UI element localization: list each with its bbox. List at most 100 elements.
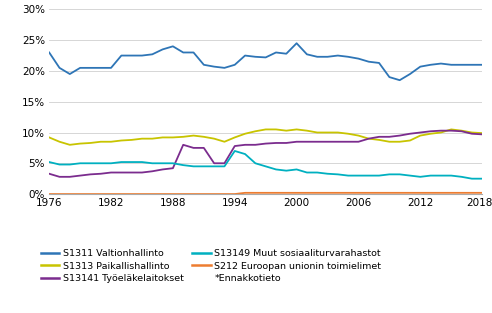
S13141 Työeläkelaitokset bbox=[479, 132, 485, 136]
S1311 Valtionhallinto bbox=[263, 55, 269, 59]
S13149 Muut sosiaaliturvarahastot bbox=[459, 175, 464, 179]
S13141 Työeläkelaitokset bbox=[201, 146, 207, 150]
S13149 Muut sosiaaliturvarahastot bbox=[77, 162, 83, 165]
S13149 Muut sosiaaliturvarahastot bbox=[345, 174, 351, 177]
S1313 Paikallishallinto bbox=[294, 128, 300, 131]
S13149 Muut sosiaaliturvarahastot bbox=[283, 169, 289, 172]
S13149 Muut sosiaaliturvarahastot bbox=[479, 177, 485, 181]
S212 Euroopan unionin toimielimet bbox=[428, 191, 433, 195]
Line: S1311 Valtionhallinto: S1311 Valtionhallinto bbox=[49, 43, 482, 80]
S212 Euroopan unionin toimielimet bbox=[98, 192, 104, 196]
S212 Euroopan unionin toimielimet bbox=[304, 191, 310, 195]
S1311 Valtionhallinto bbox=[119, 54, 124, 58]
S212 Euroopan unionin toimielimet bbox=[232, 192, 238, 196]
S1313 Paikallishallinto bbox=[479, 131, 485, 135]
S1313 Paikallishallinto bbox=[335, 131, 341, 134]
S13141 Työeläkelaitokset bbox=[356, 140, 362, 144]
S1313 Paikallishallinto bbox=[139, 137, 145, 141]
S212 Euroopan unionin toimielimet bbox=[376, 191, 382, 195]
S13141 Työeläkelaitokset bbox=[98, 172, 104, 176]
S13149 Muut sosiaaliturvarahastot bbox=[356, 174, 362, 177]
S212 Euroopan unionin toimielimet bbox=[345, 191, 351, 195]
S1311 Valtionhallinto bbox=[242, 54, 248, 58]
S1313 Paikallishallinto bbox=[366, 137, 372, 141]
S1313 Paikallishallinto bbox=[314, 131, 320, 134]
S1311 Valtionhallinto bbox=[325, 55, 331, 59]
S13149 Muut sosiaaliturvarahastot bbox=[273, 167, 279, 171]
S1313 Paikallishallinto bbox=[356, 134, 362, 137]
S1313 Paikallishallinto bbox=[304, 129, 310, 132]
S1311 Valtionhallinto bbox=[469, 63, 475, 67]
S13141 Työeläkelaitokset bbox=[304, 140, 310, 144]
S1313 Paikallishallinto bbox=[129, 138, 135, 142]
S1313 Paikallishallinto bbox=[77, 142, 83, 146]
Line: S13149 Muut sosiaaliturvarahastot: S13149 Muut sosiaaliturvarahastot bbox=[49, 151, 482, 179]
S1311 Valtionhallinto bbox=[345, 55, 351, 59]
S13141 Työeläkelaitokset bbox=[46, 172, 52, 176]
S13141 Työeläkelaitokset bbox=[448, 129, 454, 132]
S13141 Työeläkelaitokset bbox=[108, 171, 114, 174]
S1311 Valtionhallinto bbox=[314, 55, 320, 59]
S1311 Valtionhallinto bbox=[77, 66, 83, 70]
S212 Euroopan unionin toimielimet bbox=[108, 192, 114, 196]
S13149 Muut sosiaaliturvarahastot bbox=[407, 174, 413, 177]
Legend: S1311 Valtionhallinto, S1313 Paikallishallinto, S13141 Työeläkelaitokset, S13149: S1311 Valtionhallinto, S1313 Paikallisha… bbox=[40, 249, 381, 283]
S212 Euroopan unionin toimielimet bbox=[150, 192, 155, 196]
S13141 Työeläkelaitokset bbox=[139, 171, 145, 174]
S13149 Muut sosiaaliturvarahastot bbox=[119, 160, 124, 164]
S13141 Työeläkelaitokset bbox=[469, 132, 475, 136]
S1311 Valtionhallinto bbox=[335, 54, 341, 58]
S13149 Muut sosiaaliturvarahastot bbox=[57, 163, 62, 167]
S1313 Paikallishallinto bbox=[407, 139, 413, 142]
S1313 Paikallishallinto bbox=[386, 140, 392, 144]
S13141 Työeläkelaitokset bbox=[438, 129, 444, 132]
S13149 Muut sosiaaliturvarahastot bbox=[376, 174, 382, 177]
S1311 Valtionhallinto bbox=[407, 72, 413, 76]
S1313 Paikallishallinto bbox=[252, 129, 258, 133]
S13141 Työeläkelaitokset bbox=[345, 140, 351, 144]
S1311 Valtionhallinto bbox=[88, 66, 93, 70]
S212 Euroopan unionin toimielimet bbox=[211, 192, 217, 196]
S13149 Muut sosiaaliturvarahastot bbox=[190, 165, 196, 168]
S212 Euroopan unionin toimielimet bbox=[325, 191, 331, 195]
S13141 Työeläkelaitokset bbox=[294, 140, 300, 144]
S13141 Työeläkelaitokset bbox=[242, 143, 248, 147]
S13141 Työeläkelaitokset bbox=[376, 135, 382, 139]
S212 Euroopan unionin toimielimet bbox=[397, 191, 402, 195]
S212 Euroopan unionin toimielimet bbox=[77, 192, 83, 196]
S13149 Muut sosiaaliturvarahastot bbox=[46, 160, 52, 164]
S1313 Paikallishallinto bbox=[201, 135, 207, 139]
S13141 Työeläkelaitokset bbox=[459, 129, 464, 133]
S1313 Paikallishallinto bbox=[283, 129, 289, 132]
S13149 Muut sosiaaliturvarahastot bbox=[150, 162, 155, 165]
S13149 Muut sosiaaliturvarahastot bbox=[469, 177, 475, 181]
S13141 Työeläkelaitokset bbox=[273, 141, 279, 145]
S1311 Valtionhallinto bbox=[98, 66, 104, 70]
S1313 Paikallishallinto bbox=[459, 129, 464, 132]
S13141 Työeläkelaitokset bbox=[88, 172, 93, 176]
S1313 Paikallishallinto bbox=[67, 143, 73, 147]
S212 Euroopan unionin toimielimet bbox=[469, 191, 475, 195]
S1311 Valtionhallinto bbox=[46, 51, 52, 54]
S13149 Muut sosiaaliturvarahastot bbox=[448, 174, 454, 177]
S13141 Työeläkelaitokset bbox=[221, 162, 227, 165]
S1311 Valtionhallinto bbox=[459, 63, 464, 67]
S1311 Valtionhallinto bbox=[252, 55, 258, 59]
S13149 Muut sosiaaliturvarahastot bbox=[159, 162, 165, 165]
S1311 Valtionhallinto bbox=[356, 57, 362, 60]
S1313 Paikallishallinto bbox=[88, 141, 93, 145]
S1313 Paikallishallinto bbox=[448, 128, 454, 131]
S1313 Paikallishallinto bbox=[57, 140, 62, 144]
S1311 Valtionhallinto bbox=[428, 63, 433, 67]
S13149 Muut sosiaaliturvarahastot bbox=[129, 160, 135, 164]
S1313 Paikallishallinto bbox=[469, 131, 475, 134]
S13149 Muut sosiaaliturvarahastot bbox=[139, 160, 145, 164]
S1313 Paikallishallinto bbox=[150, 137, 155, 141]
S212 Euroopan unionin toimielimet bbox=[252, 191, 258, 195]
S1313 Paikallishallinto bbox=[159, 136, 165, 139]
S1311 Valtionhallinto bbox=[139, 54, 145, 58]
S212 Euroopan unionin toimielimet bbox=[283, 191, 289, 195]
S212 Euroopan unionin toimielimet bbox=[57, 192, 62, 196]
S1311 Valtionhallinto bbox=[479, 63, 485, 67]
S1313 Paikallishallinto bbox=[190, 134, 196, 137]
